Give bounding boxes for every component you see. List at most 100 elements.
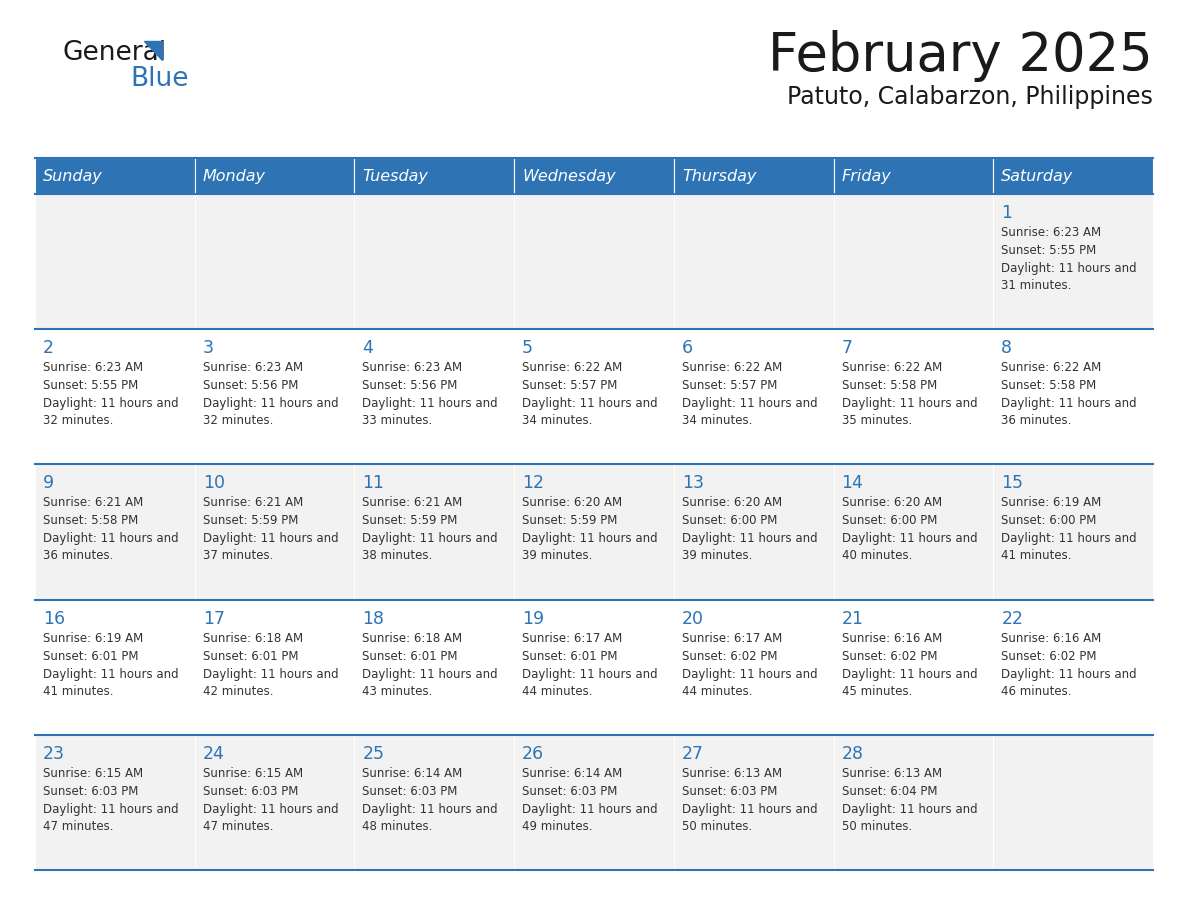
Text: Daylight: 11 hours and: Daylight: 11 hours and	[362, 532, 501, 545]
Bar	[993, 194, 1154, 330]
Text: Daylight: 11 hours and: Daylight: 11 hours and	[43, 803, 183, 816]
Text: Daylight: 11 hours and: Daylight: 11 hours and	[1001, 667, 1140, 680]
Text: 22: 22	[1001, 610, 1023, 628]
Text: Sunrise: 6:21 AM: Sunrise: 6:21 AM	[362, 497, 462, 509]
Text: Sunset: 6:00 PM: Sunset: 6:00 PM	[1001, 514, 1097, 528]
Text: 10: 10	[203, 475, 225, 492]
Text: Sunset: 5:58 PM: Sunset: 5:58 PM	[841, 379, 937, 392]
Bar	[674, 734, 834, 870]
Text: Sunrise: 6:17 AM: Sunrise: 6:17 AM	[523, 632, 623, 644]
Text: Sunrise: 6:18 AM: Sunrise: 6:18 AM	[203, 632, 303, 644]
Text: Saturday: Saturday	[1001, 169, 1074, 184]
Text: Sunset: 5:59 PM: Sunset: 5:59 PM	[362, 514, 457, 528]
Text: 27: 27	[682, 744, 703, 763]
Text: Sunrise: 6:23 AM: Sunrise: 6:23 AM	[1001, 226, 1101, 239]
Text: Sunday: Sunday	[43, 169, 102, 184]
Bar	[993, 330, 1154, 465]
Text: Sunset: 5:56 PM: Sunset: 5:56 PM	[203, 379, 298, 392]
Bar	[34, 734, 195, 870]
Text: 23: 23	[43, 744, 65, 763]
Text: Sunrise: 6:16 AM: Sunrise: 6:16 AM	[841, 632, 942, 644]
Bar	[834, 158, 993, 194]
Text: Daylight: 11 hours and: Daylight: 11 hours and	[1001, 262, 1140, 275]
Text: 25: 25	[362, 744, 385, 763]
Text: 41 minutes.: 41 minutes.	[43, 685, 114, 698]
Bar	[34, 465, 195, 599]
Text: Sunset: 6:00 PM: Sunset: 6:00 PM	[682, 514, 777, 528]
Text: Daylight: 11 hours and: Daylight: 11 hours and	[682, 397, 821, 410]
Bar	[514, 599, 674, 734]
Bar	[674, 599, 834, 734]
Bar	[354, 158, 514, 194]
Text: 14: 14	[841, 475, 864, 492]
Text: 28: 28	[841, 744, 864, 763]
Text: Daylight: 11 hours and: Daylight: 11 hours and	[682, 667, 821, 680]
Text: Sunset: 6:03 PM: Sunset: 6:03 PM	[362, 785, 457, 798]
Bar	[834, 330, 993, 465]
Text: Daylight: 11 hours and: Daylight: 11 hours and	[203, 667, 342, 680]
Text: Thursday: Thursday	[682, 169, 757, 184]
Text: Daylight: 11 hours and: Daylight: 11 hours and	[203, 397, 342, 410]
Text: 5: 5	[523, 339, 533, 357]
Text: Sunrise: 6:23 AM: Sunrise: 6:23 AM	[43, 361, 143, 375]
Text: Sunset: 6:02 PM: Sunset: 6:02 PM	[841, 650, 937, 663]
Text: 32 minutes.: 32 minutes.	[203, 414, 273, 427]
Bar	[34, 194, 195, 330]
Text: Wednesday: Wednesday	[523, 169, 615, 184]
Bar	[195, 734, 354, 870]
Text: Daylight: 11 hours and: Daylight: 11 hours and	[682, 532, 821, 545]
Bar	[674, 158, 834, 194]
Text: Sunset: 5:55 PM: Sunset: 5:55 PM	[43, 379, 138, 392]
Bar	[674, 194, 834, 330]
Bar	[674, 330, 834, 465]
Text: Daylight: 11 hours and: Daylight: 11 hours and	[1001, 397, 1140, 410]
Text: Sunrise: 6:17 AM: Sunrise: 6:17 AM	[682, 632, 782, 644]
Text: 48 minutes.: 48 minutes.	[362, 820, 432, 833]
Text: Sunset: 6:02 PM: Sunset: 6:02 PM	[1001, 650, 1097, 663]
Text: Sunrise: 6:22 AM: Sunrise: 6:22 AM	[841, 361, 942, 375]
Text: Sunrise: 6:20 AM: Sunrise: 6:20 AM	[523, 497, 623, 509]
Text: 32 minutes.: 32 minutes.	[43, 414, 113, 427]
Text: Daylight: 11 hours and: Daylight: 11 hours and	[43, 397, 183, 410]
Text: Sunset: 6:03 PM: Sunset: 6:03 PM	[682, 785, 777, 798]
Bar	[354, 194, 514, 330]
Text: Tuesday: Tuesday	[362, 169, 429, 184]
Text: Sunrise: 6:21 AM: Sunrise: 6:21 AM	[43, 497, 144, 509]
Text: 24: 24	[203, 744, 225, 763]
Text: Daylight: 11 hours and: Daylight: 11 hours and	[523, 803, 662, 816]
Text: 21: 21	[841, 610, 864, 628]
Bar	[993, 465, 1154, 599]
Text: 34 minutes.: 34 minutes.	[682, 414, 752, 427]
Bar	[674, 465, 834, 599]
Text: Daylight: 11 hours and: Daylight: 11 hours and	[841, 667, 981, 680]
Text: Daylight: 11 hours and: Daylight: 11 hours and	[43, 667, 183, 680]
Text: 47 minutes.: 47 minutes.	[203, 820, 273, 833]
Bar	[834, 194, 993, 330]
Text: Sunrise: 6:21 AM: Sunrise: 6:21 AM	[203, 497, 303, 509]
Text: Sunset: 6:01 PM: Sunset: 6:01 PM	[362, 650, 457, 663]
Bar	[514, 734, 674, 870]
Text: Daylight: 11 hours and: Daylight: 11 hours and	[362, 397, 501, 410]
Text: Sunset: 5:59 PM: Sunset: 5:59 PM	[523, 514, 618, 528]
Text: 44 minutes.: 44 minutes.	[523, 685, 593, 698]
Text: 42 minutes.: 42 minutes.	[203, 685, 273, 698]
Text: Sunrise: 6:14 AM: Sunrise: 6:14 AM	[362, 767, 462, 779]
Text: Monday: Monday	[203, 169, 266, 184]
Text: 50 minutes.: 50 minutes.	[841, 820, 912, 833]
Text: Sunset: 6:03 PM: Sunset: 6:03 PM	[523, 785, 618, 798]
Text: Sunset: 5:58 PM: Sunset: 5:58 PM	[1001, 379, 1097, 392]
Text: Sunset: 5:56 PM: Sunset: 5:56 PM	[362, 379, 457, 392]
Text: Daylight: 11 hours and: Daylight: 11 hours and	[523, 532, 662, 545]
Text: 35 minutes.: 35 minutes.	[841, 414, 912, 427]
Text: Sunrise: 6:14 AM: Sunrise: 6:14 AM	[523, 767, 623, 779]
Text: Sunrise: 6:22 AM: Sunrise: 6:22 AM	[1001, 361, 1101, 375]
Text: Daylight: 11 hours and: Daylight: 11 hours and	[523, 397, 662, 410]
Bar	[514, 194, 674, 330]
Text: Daylight: 11 hours and: Daylight: 11 hours and	[203, 532, 342, 545]
Text: 11: 11	[362, 475, 385, 492]
Text: 31 minutes.: 31 minutes.	[1001, 279, 1072, 292]
Text: Sunrise: 6:22 AM: Sunrise: 6:22 AM	[523, 361, 623, 375]
Text: 33 minutes.: 33 minutes.	[362, 414, 432, 427]
Bar	[354, 330, 514, 465]
Text: Sunset: 5:58 PM: Sunset: 5:58 PM	[43, 514, 138, 528]
